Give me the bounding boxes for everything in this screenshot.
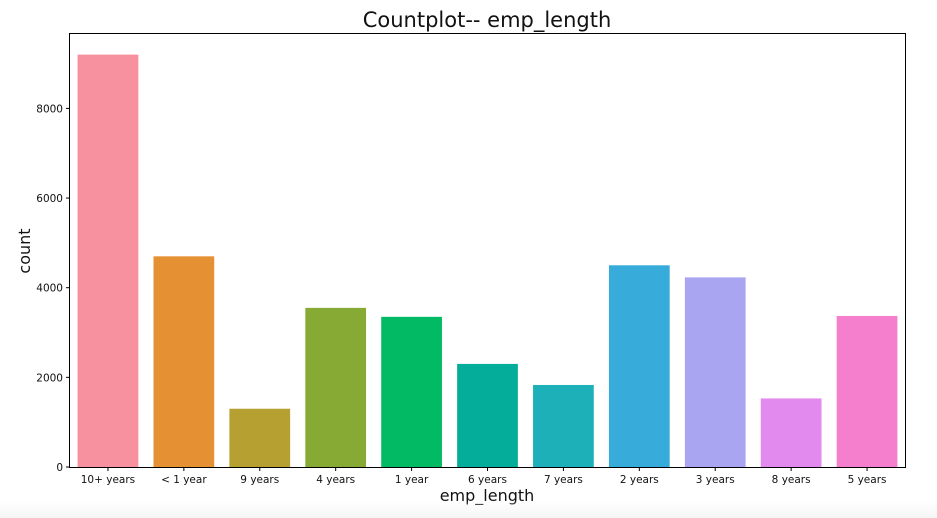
bar-10 xyxy=(836,315,898,467)
x-tick-label-1: < 1 year xyxy=(161,474,207,486)
plot-frame xyxy=(69,33,906,468)
bar-4 xyxy=(381,316,442,467)
bottom-fade xyxy=(0,500,937,518)
y-tick-label-3: 6000 xyxy=(36,193,63,205)
y-tick-label-4: 8000 xyxy=(36,103,63,115)
x-tick-label-7: 2 years xyxy=(620,474,659,486)
y-tick-label-1: 2000 xyxy=(36,372,63,384)
bar-3 xyxy=(305,307,367,467)
x-tick-label-6: 7 years xyxy=(544,474,583,486)
bar-2 xyxy=(229,408,291,467)
bar-5 xyxy=(457,363,518,467)
x-tick-label-8: 3 years xyxy=(696,474,735,486)
x-tick-label-10: 5 years xyxy=(848,474,887,486)
x-tick-label-4: 1 year xyxy=(395,474,429,486)
x-tick-label-5: 6 years xyxy=(468,474,507,486)
x-tick-label-3: 4 years xyxy=(316,474,355,486)
y-tick-label-0: 0 xyxy=(56,462,63,474)
bar-7 xyxy=(608,265,670,467)
bar-8 xyxy=(684,277,746,467)
chart-title: Countplot-- emp_length xyxy=(363,8,612,33)
bar-1 xyxy=(153,256,215,467)
y-axis-label: count xyxy=(15,228,34,273)
x-tick-label-2: 9 years xyxy=(240,474,279,486)
bar-6 xyxy=(533,384,594,467)
x-tick-label-0: 10+ years xyxy=(81,474,135,486)
bar-0 xyxy=(77,54,139,467)
bars-group xyxy=(77,54,898,467)
y-tick-label-2: 4000 xyxy=(36,283,63,295)
x-tick-label-9: 8 years xyxy=(772,474,811,486)
bar-9 xyxy=(760,398,822,467)
ticks-group: 10+ years < 1 year 9 years 4 years 1 year 6 y… xyxy=(36,103,886,486)
